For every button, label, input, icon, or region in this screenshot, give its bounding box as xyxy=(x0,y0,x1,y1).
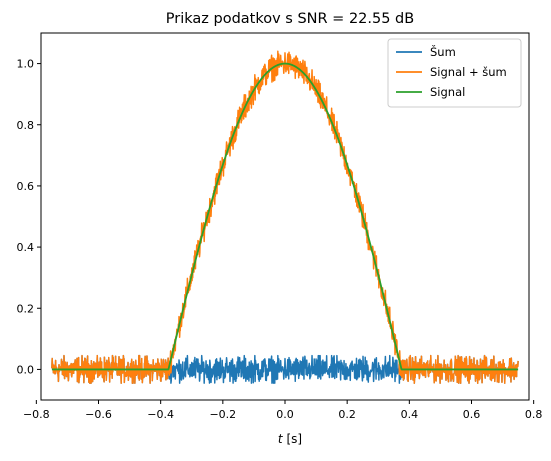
y-tick-label: 0.6 xyxy=(17,180,35,193)
x-tick-label: −0.8 xyxy=(23,408,50,421)
x-axis-label-variable: t xyxy=(278,432,284,446)
chart-title: Prikaz podatkov s SNR = 22.55 dB xyxy=(166,11,414,27)
x-axis-label-unit: [s] xyxy=(283,432,302,446)
y-tick-label: 1.0 xyxy=(17,58,35,71)
y-tick-label: 0.4 xyxy=(17,241,35,254)
legend-label: Signal + šum xyxy=(430,65,507,79)
x-tick-label: 0.6 xyxy=(463,408,481,421)
x-tick-label: −0.4 xyxy=(147,408,174,421)
legend-label: Signal xyxy=(430,85,465,99)
y-tick-label: 0.2 xyxy=(17,302,35,315)
legend-label: Šum xyxy=(430,44,456,59)
series-line-signal xyxy=(51,62,519,371)
series-layer xyxy=(51,50,519,384)
x-tick-label: 0.4 xyxy=(401,408,419,421)
x-tick-label: 0.0 xyxy=(276,408,294,421)
x-axis-label: t [s] xyxy=(278,432,302,446)
x-tick-label: 0.8 xyxy=(525,408,543,421)
axes-layer: −0.8 −0.6 −0.4 −0.2 0.0 0.2 0.4 0.6 0.8 0.0 0.2 0.4… xyxy=(17,32,543,421)
legend-box xyxy=(387,38,522,108)
x-tick-label: −0.6 xyxy=(85,408,112,421)
y-tick-label: 0.8 xyxy=(17,119,35,132)
x-tick-label: 0.2 xyxy=(338,408,356,421)
x-tick-label: −0.2 xyxy=(209,408,236,421)
y-tick-label: 0.0 xyxy=(17,363,35,376)
legend: Šum Signal + šum Signal xyxy=(387,38,522,108)
